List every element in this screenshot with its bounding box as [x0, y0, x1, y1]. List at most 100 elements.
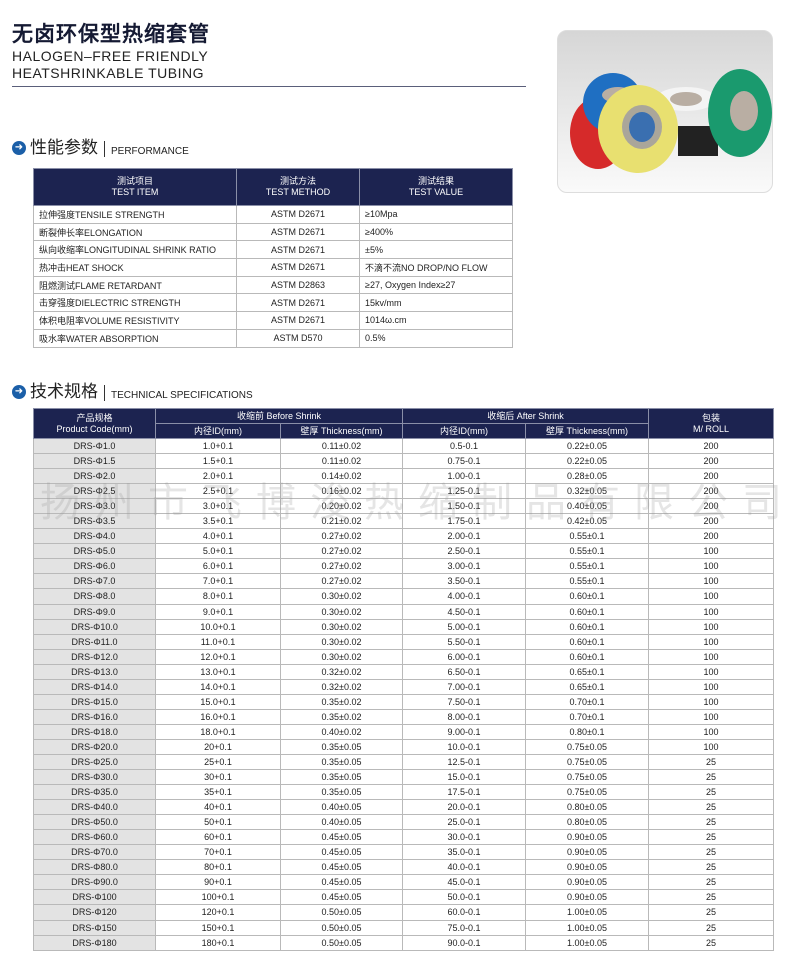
table-row: DRS-Φ80.0 80+0.1 0.45±0.05 40.0-0.1 0.90±0.0…: [33, 859, 774, 876]
table-cell: DRS-Φ7.0: [33, 573, 156, 590]
table-cell: 20.0-0.1: [402, 799, 526, 816]
col-after-thickness: 壁厚 Thickness(mm): [525, 423, 649, 439]
arrow-right-icon: ➜: [12, 141, 26, 155]
table-cell: DRS-Φ15.0: [33, 693, 156, 710]
table-cell: 20+0.1: [155, 738, 281, 755]
table-cell: 拉伸强度TENSILE STRENGTH: [33, 205, 237, 224]
table-row: 击穿强度DIELECTRIC STRENGTH ASTM D2671 15kv/mm: [33, 293, 513, 313]
table-cell: 0.65±0.1: [525, 678, 649, 695]
table-row: DRS-Φ3.0 3.0+0.1 0.20±0.02 1.50-0.1 0.40±0.0…: [33, 498, 774, 515]
heading-separator: [104, 141, 105, 157]
product-photo: [557, 30, 773, 193]
table-cell: 100: [648, 678, 774, 695]
table-cell: 80+0.1: [155, 859, 281, 876]
page-title-en: HALOGEN–FREE FRIENDLY HEATSHRINKABLE TUB…: [12, 48, 208, 82]
table-cell: 6.50-0.1: [402, 663, 526, 680]
table-cell: 0.35±0.05: [280, 753, 403, 771]
table-cell: DRS-Φ1.0: [33, 437, 156, 455]
table-cell: 100: [648, 618, 774, 635]
table-cell: 70+0.1: [155, 844, 281, 861]
table-cell: 100: [648, 558, 774, 575]
table-row: 体积电阻率VOLUME RESISTIVITY ASTM D2671 1014ω.c…: [33, 311, 513, 330]
table-cell: ≥400%: [359, 222, 513, 242]
table-cell: 4.0+0.1: [155, 528, 281, 545]
col-test-item: 测试项目 TEST ITEM: [33, 168, 237, 206]
table-cell: DRS-Φ30.0: [33, 769, 156, 786]
table-cell: 0.90±0.05: [525, 874, 649, 891]
table-cell: 35.0-0.1: [402, 844, 526, 861]
table-cell: 200: [648, 498, 774, 515]
table-cell: 0.80±0.05: [525, 814, 649, 831]
table-cell: 0.40±0.05: [280, 814, 403, 831]
table-cell: 0.14±0.02: [280, 468, 403, 485]
table-cell: 0.40±0.05: [280, 799, 403, 816]
table-cell: ±5%: [359, 240, 513, 260]
table-cell: 0.70±0.1: [525, 693, 649, 710]
table-row: 吸水率WATER ABSORPTION ASTM D570 0.5%: [33, 328, 513, 348]
table-cell: 4.00-0.1: [402, 588, 526, 605]
table-cell: DRS-Φ60.0: [33, 829, 156, 846]
specifications-table: 产品规格 Product Code(mm) 收缩前 Before Shrink 收…: [33, 408, 774, 951]
table-row: DRS-Φ10.0 10.0+0.1 0.30±0.02 5.00-0.1 0.60±0…: [33, 618, 774, 635]
table-cell: 0.20±0.02: [280, 498, 403, 515]
header-cn: 产品规格: [76, 412, 113, 423]
title-en-line2: HEATSHRINKABLE TUBING: [12, 65, 205, 81]
performance-heading-en: PERFORMANCE: [111, 146, 189, 157]
table-cell: 180+0.1: [155, 934, 281, 951]
table-cell: 1.00-0.1: [402, 468, 526, 485]
table-row: DRS-Φ12.0 12.0+0.1 0.30±0.02 6.00-0.1 0.60±0…: [33, 648, 774, 665]
table-cell: 1.00±0.05: [525, 934, 649, 951]
table-cell: 25: [648, 799, 774, 816]
table-cell: 0.30±0.02: [280, 588, 403, 605]
table-cell: 3.5+0.1: [155, 513, 281, 530]
table-cell: 0.60±0.1: [525, 603, 649, 620]
table-cell: ASTM D2671: [236, 222, 360, 242]
table-cell: 0.90±0.05: [525, 889, 649, 906]
table-cell: 10.0-0.1: [402, 738, 526, 755]
table-cell: 3.0+0.1: [155, 498, 281, 515]
table-row: DRS-Φ35.0 35+0.1 0.35±0.05 17.5-0.1 0.75±0.0…: [33, 784, 774, 801]
table-cell: 1.00±0.05: [525, 919, 649, 936]
table-cell: 0.90±0.05: [525, 829, 649, 846]
table-cell: 45.0-0.1: [402, 874, 526, 891]
table-cell: 15.0-0.1: [402, 769, 526, 786]
table-cell: 30.0-0.1: [402, 829, 526, 846]
table-cell: 0.27±0.02: [280, 573, 403, 590]
table-cell: ASTM D2671: [236, 293, 360, 313]
col-after-shrink: 收缩后 After Shrink: [402, 408, 649, 424]
table-cell: DRS-Φ180: [33, 934, 156, 951]
table-cell: 0.60±0.1: [525, 648, 649, 665]
table-cell: 2.00-0.1: [402, 528, 526, 545]
performance-heading: ➜ 性能参数 PERFORMANCE: [12, 133, 189, 158]
table-row: DRS-Φ20.0 20+0.1 0.35±0.05 10.0-0.1 0.75±0.0…: [33, 738, 774, 755]
table-row: DRS-Φ40.0 40+0.1 0.40±0.05 20.0-0.1 0.80±0.0…: [33, 799, 774, 816]
table-cell: DRS-Φ6.0: [33, 558, 156, 575]
table-cell: DRS-Φ16.0: [33, 708, 156, 725]
table-cell: 2.50-0.1: [402, 543, 526, 560]
table-cell: 50+0.1: [155, 814, 281, 831]
table-row: DRS-Φ16.0 16.0+0.1 0.35±0.02 8.00-0.1 0.70±0…: [33, 708, 774, 725]
table-cell: 吸水率WATER ABSORPTION: [33, 328, 237, 348]
header-cn: 包装: [701, 412, 720, 423]
table-row: DRS-Φ2.5 2.5+0.1 0.16±0.02 1.25-0.1 0.32±0.0…: [33, 483, 774, 500]
table-row: 拉伸强度TENSILE STRENGTH ASTM D2671 ≥10Mpa: [33, 205, 513, 224]
header-en: M/ ROLL: [692, 423, 729, 434]
table-row: DRS-Φ8.0 8.0+0.1 0.30±0.02 4.00-0.1 0.60±0.1…: [33, 588, 774, 605]
table-cell: DRS-Φ90.0: [33, 874, 156, 891]
table-cell: 0.90±0.05: [525, 844, 649, 861]
table-cell: 0.32±0.02: [280, 678, 403, 695]
table-cell: 0.30±0.02: [280, 603, 403, 620]
specs-heading-en: TECHNICAL SPECIFICATIONS: [111, 390, 253, 401]
table-cell: DRS-Φ8.0: [33, 588, 156, 605]
table-cell: 0.55±0.1: [525, 543, 649, 560]
table-cell: 0.40±0.05: [525, 498, 649, 515]
table-cell: 0.90±0.05: [525, 859, 649, 876]
table-cell: 25: [648, 769, 774, 786]
table-cell: DRS-Φ2.5: [33, 483, 156, 500]
table-cell: 0.60±0.1: [525, 633, 649, 650]
table-cell: 100: [648, 738, 774, 755]
table-cell: 13.0+0.1: [155, 663, 281, 680]
header-en: TEST VALUE: [408, 187, 464, 197]
table-cell: 7.0+0.1: [155, 573, 281, 590]
table-cell: 0.40±0.02: [280, 723, 403, 740]
